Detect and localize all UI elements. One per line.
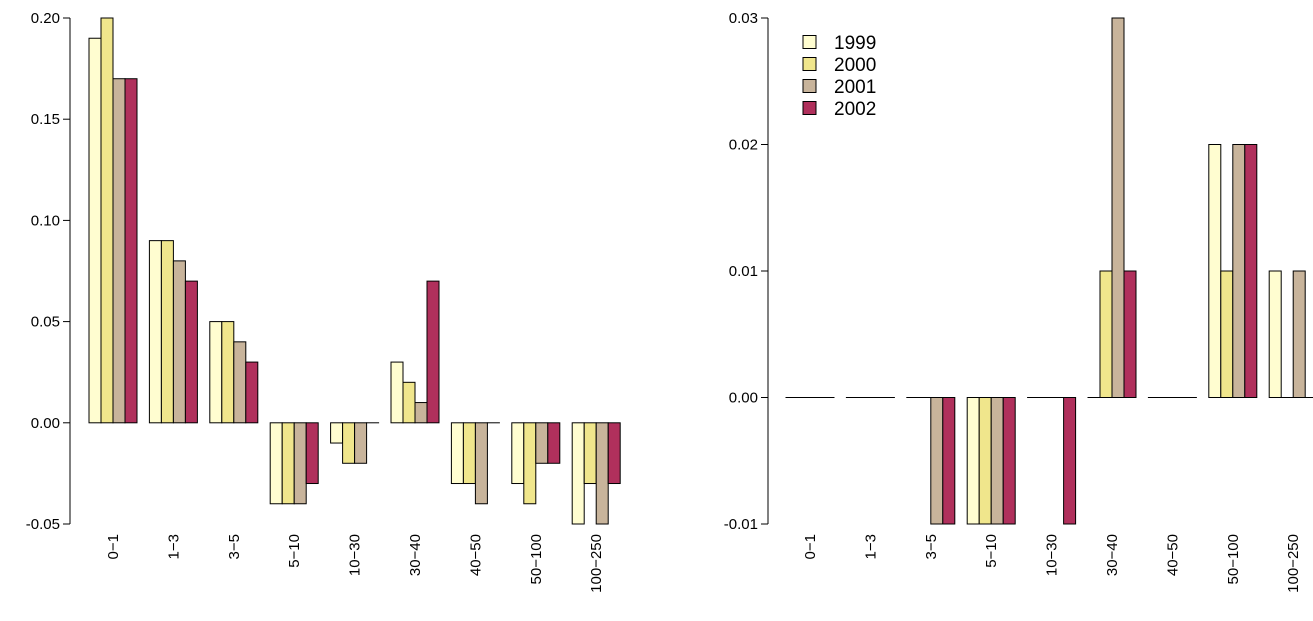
x-tick-label: 10−30 bbox=[1044, 534, 1061, 576]
bar-1999-2 bbox=[209, 321, 223, 424]
y-tick-label: 0.01 bbox=[729, 263, 758, 280]
bar-2000-1 bbox=[160, 240, 174, 424]
bar-2002-8 bbox=[607, 422, 621, 485]
bar-2001-6 bbox=[474, 422, 488, 505]
x-tick-label: 30−40 bbox=[407, 534, 424, 576]
x-tick-label: 0−1 bbox=[105, 534, 122, 559]
y-tick-label: 0.20 bbox=[31, 10, 60, 27]
bar-1999-6 bbox=[450, 422, 464, 485]
bar-2001-4 bbox=[354, 422, 368, 464]
bar-2000-4 bbox=[342, 422, 356, 464]
bar-2002-1 bbox=[184, 280, 198, 424]
bar-2002-7 bbox=[547, 422, 561, 464]
bar-2000-6 bbox=[462, 422, 476, 485]
x-tick-label: 10−30 bbox=[347, 534, 364, 576]
bar-1999-3 bbox=[269, 422, 283, 505]
bar-1999-1 bbox=[148, 240, 162, 424]
legend-swatch-2000 bbox=[802, 57, 817, 71]
y-tick-label: 0.10 bbox=[31, 212, 60, 229]
legend-swatch-2002 bbox=[802, 101, 817, 115]
bar-2000-7 bbox=[523, 422, 537, 505]
y-tick-label: 0.00 bbox=[31, 415, 60, 432]
y-tick-label: 0.05 bbox=[31, 314, 60, 331]
x-tick-label: 1−3 bbox=[862, 534, 879, 559]
bar-1999-4 bbox=[330, 422, 344, 444]
bar-2000-3 bbox=[281, 422, 295, 505]
y-tick-label: 0.02 bbox=[729, 137, 758, 154]
bar-1999-0 bbox=[88, 37, 102, 424]
legend-label-2002: 2002 bbox=[834, 99, 876, 120]
bar-2002-2 bbox=[942, 397, 956, 525]
bar-2001-8 bbox=[595, 422, 609, 525]
y-tick-label: 0.03 bbox=[729, 10, 758, 27]
bar-2002-3 bbox=[1002, 397, 1016, 525]
bar-2001-2 bbox=[930, 397, 944, 525]
bar-1999-5 bbox=[390, 361, 404, 424]
bar-2001-5 bbox=[414, 402, 428, 424]
x-tick-label: 40−50 bbox=[467, 534, 484, 576]
bar-2002-4 bbox=[1063, 397, 1077, 525]
bar-1999-8 bbox=[571, 422, 585, 525]
x-tick-label: 3−5 bbox=[923, 534, 940, 559]
bar-2001-3 bbox=[990, 397, 1004, 525]
y-tick-label: 0.15 bbox=[31, 111, 60, 128]
x-tick-label: 5−10 bbox=[286, 534, 303, 568]
bar-2001-0 bbox=[112, 78, 126, 424]
bar-2001-8 bbox=[1292, 270, 1306, 398]
y-tick-label: -0.05 bbox=[26, 516, 60, 533]
x-tick-label: 0−1 bbox=[802, 534, 819, 559]
x-tick-label: 1−3 bbox=[165, 534, 182, 559]
x-tick-label: 30−40 bbox=[1104, 534, 1121, 576]
right-chart: -0.01 0.00 0.01 0.02 0.03 0−1 1−3 3−5 5−10 10−30 3… bbox=[724, 10, 1313, 593]
bar-2002-2 bbox=[245, 361, 259, 424]
bar-1999-7 bbox=[511, 422, 525, 485]
x-tick-label: 40−50 bbox=[1164, 534, 1181, 576]
left-chart: -0.05 0.00 0.05 0.10 0.15 0.20 0−1 1−3 3−5 5−10 10… bbox=[26, 10, 621, 593]
bar-2000-5 bbox=[1099, 270, 1113, 398]
bar-2000-3 bbox=[978, 397, 992, 525]
bar-2002-0 bbox=[124, 78, 138, 424]
x-tick-label: 3−5 bbox=[226, 534, 243, 559]
x-tick-label: 100−250 bbox=[588, 534, 605, 593]
x-tick-label: 100−250 bbox=[1285, 534, 1302, 593]
legend-label-2001: 2001 bbox=[834, 77, 876, 98]
bar-2000-8 bbox=[583, 422, 597, 485]
legend-label-1999: 1999 bbox=[834, 33, 876, 54]
bar-2002-7 bbox=[1244, 144, 1258, 398]
bar-2000-0 bbox=[100, 17, 114, 424]
bar-2002-3 bbox=[305, 422, 319, 485]
bar-2001-3 bbox=[293, 422, 307, 505]
bar-2001-5 bbox=[1111, 17, 1125, 398]
bar-2001-1 bbox=[172, 260, 186, 424]
y-tick-label: -0.01 bbox=[724, 516, 758, 533]
bar-1999-7 bbox=[1208, 144, 1222, 398]
bar-2002-5 bbox=[1123, 270, 1137, 398]
legend-swatch-1999 bbox=[802, 35, 817, 49]
legend-swatch-2001 bbox=[802, 79, 817, 93]
bar-2001-7 bbox=[1232, 144, 1246, 398]
bar-2000-7 bbox=[1220, 270, 1234, 398]
bar-2001-2 bbox=[233, 341, 247, 424]
bar-2000-2 bbox=[221, 321, 235, 424]
bar-2000-5 bbox=[402, 381, 416, 424]
x-tick-label: 50−100 bbox=[528, 534, 545, 584]
bar-2002-5 bbox=[426, 280, 440, 424]
bar-1999-8 bbox=[1268, 270, 1282, 398]
legend-label-2000: 2000 bbox=[834, 55, 876, 76]
bar-1999-3 bbox=[966, 397, 980, 525]
y-tick-label: 0.00 bbox=[729, 390, 758, 407]
x-tick-label: 50−100 bbox=[1225, 534, 1242, 584]
x-tick-label: 5−10 bbox=[983, 534, 1000, 568]
bar-2001-7 bbox=[535, 422, 549, 464]
